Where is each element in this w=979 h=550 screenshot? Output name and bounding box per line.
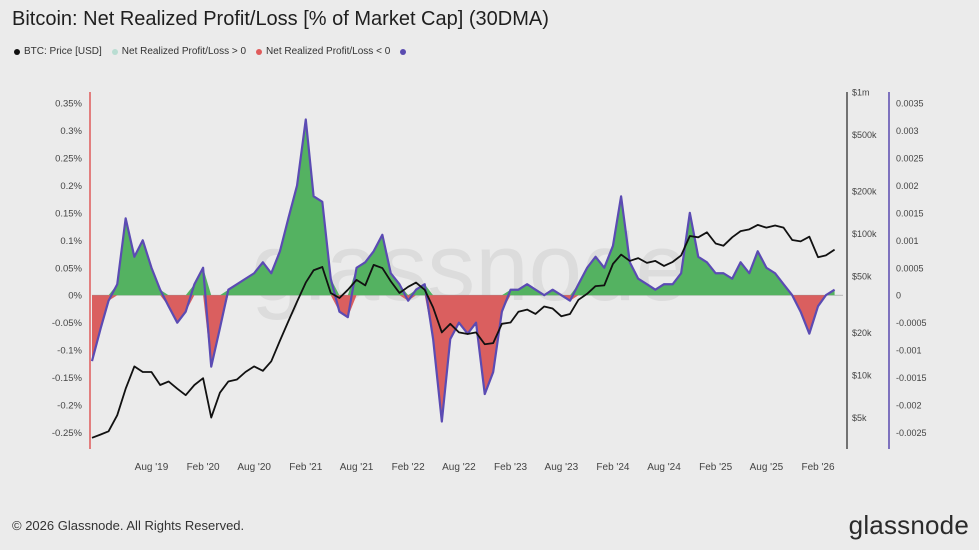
price-tick-label: $20k	[852, 328, 872, 338]
left-tick-label: -0.2%	[57, 401, 82, 412]
left-tick-label: 0.3%	[60, 126, 82, 137]
right-tick-label: 0.003	[896, 126, 919, 136]
legend-item-outline[interactable]	[400, 48, 410, 55]
x-tick-label: Aug '22	[442, 462, 476, 473]
right-tick-label: 0.0025	[896, 153, 924, 163]
left-tick-label: -0.05%	[52, 318, 83, 329]
left-tick-label: 0.25%	[55, 153, 82, 164]
right-tick-label: 0	[896, 291, 901, 301]
left-tick-label: -0.1%	[57, 346, 82, 357]
x-tick-label: Feb '25	[699, 462, 732, 473]
left-tick-label: 0.35%	[55, 98, 82, 109]
legend-item-price[interactable]: BTC: Price [USD]	[14, 46, 102, 57]
copyright-footer: © 2026 Glassnode. All Rights Reserved.	[12, 518, 245, 533]
legend-item-positive[interactable]: Net Realized Profit/Loss > 0	[111, 46, 247, 57]
nrpl-outline-line	[90, 118, 836, 423]
right-tick-label: 0.001	[896, 236, 919, 246]
left-tick-label: -0.15%	[52, 373, 83, 384]
price-tick-label: $100k	[852, 229, 877, 239]
x-tick-label: Feb '22	[392, 462, 425, 473]
x-tick-label: Feb '23	[494, 462, 527, 473]
left-tick-label: 0%	[68, 291, 82, 302]
left-tick-label: 0.2%	[60, 181, 82, 192]
legend-item-negative[interactable]: Net Realized Profit/Loss < 0	[256, 46, 390, 57]
left-tick-label: 0.1%	[60, 236, 82, 247]
nrpl-negative-area	[92, 295, 835, 422]
btc-price-line	[91, 224, 836, 439]
price-tick-label: $50k	[852, 272, 872, 282]
left-tick-label: 0.05%	[55, 263, 82, 274]
chart-svg: glassnode 0.35%0.3%0.25%0.2%0.15%0.1%0.0…	[52, 88, 927, 474]
right-tick-label: 0.0015	[896, 208, 924, 218]
right-tick-label: -0.001	[896, 346, 922, 356]
legend-dot-positive	[111, 48, 118, 55]
legend-label-price: BTC: Price [USD]	[24, 46, 102, 57]
price-tick-label: $5k	[852, 413, 867, 423]
x-tick-label: Aug '25	[750, 462, 784, 473]
x-tick-label: Feb '20	[187, 462, 220, 473]
x-tick-label: Aug '20	[237, 462, 271, 473]
legend-label-positive: Net Realized Profit/Loss > 0	[121, 46, 247, 57]
right-tick-label: 0.0005	[896, 263, 924, 273]
x-tick-label: Aug '23	[545, 462, 579, 473]
legend-dot-outline	[400, 48, 407, 55]
right-tick-label: -0.002	[896, 401, 922, 411]
x-tick-label: Feb '24	[596, 462, 629, 473]
nrpl-positive-area	[92, 119, 835, 296]
price-tick-label: $10k	[852, 371, 872, 381]
price-tick-label: $500k	[852, 130, 877, 140]
price-tick-label: $1m	[852, 88, 870, 98]
right-tick-label: -0.0025	[896, 428, 927, 438]
right-tick-label: -0.0015	[896, 373, 927, 383]
chart-title: Bitcoin: Net Realized Profit/Loss [% of …	[12, 8, 549, 30]
right-tick-label: 0.0035	[896, 98, 924, 108]
legend: BTC: Price [USD] Net Realized Profit/Los…	[14, 46, 420, 57]
x-tick-label: Aug '24	[647, 462, 681, 473]
left-tick-label: 0.15%	[55, 208, 82, 219]
price-tick-label: $200k	[852, 186, 877, 196]
left-tick-label: -0.25%	[52, 428, 83, 439]
x-tick-label: Aug '19	[135, 462, 169, 473]
x-tick-label: Feb '26	[802, 462, 835, 473]
right-tick-label: -0.0005	[896, 318, 927, 328]
legend-dot-negative	[256, 48, 263, 55]
legend-dot-price	[14, 48, 20, 55]
x-tick-label: Feb '21	[289, 462, 322, 473]
glassnode-logo[interactable]: glassnode	[848, 510, 969, 540]
x-tick-label: Aug '21	[340, 462, 374, 473]
right-tick-label: 0.002	[896, 181, 919, 191]
legend-label-negative: Net Realized Profit/Loss < 0	[266, 46, 391, 57]
